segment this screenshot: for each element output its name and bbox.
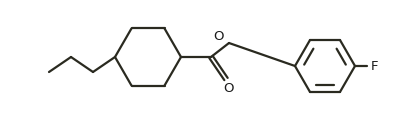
Text: O: O (224, 81, 234, 94)
Text: F: F (371, 60, 379, 73)
Text: O: O (214, 30, 224, 43)
